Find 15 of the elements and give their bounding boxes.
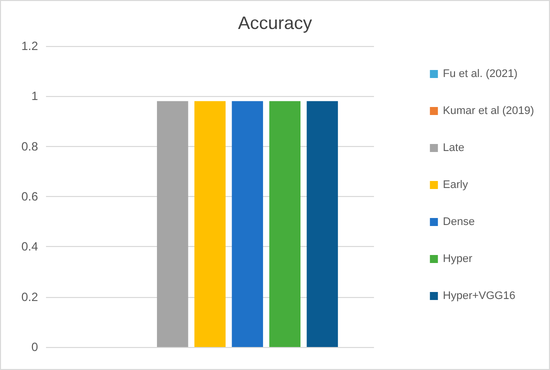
legend-label: Late (442, 142, 464, 154)
y-tick-label: 0.2 (21, 290, 38, 304)
y-tick-label: 1 (31, 89, 38, 104)
y-tick-label: 0.8 (21, 139, 38, 154)
y-tick-label: 1.2 (21, 39, 38, 53)
legend-label: Kumar et al (2019) (442, 105, 534, 117)
y-tick-label: 0.4 (21, 240, 38, 254)
y-tick-label: 0.6 (21, 190, 38, 204)
legend-label: Hyper (442, 253, 473, 265)
y-tick-label: 0 (31, 340, 38, 354)
legend-label: Hyper+VGG16 (442, 290, 516, 302)
legend-label: Early (442, 179, 468, 191)
legend-label: Fu et al. (2021) (442, 68, 518, 80)
legend-label: Dense (442, 216, 475, 228)
chart-title: Accuracy (238, 13, 312, 33)
